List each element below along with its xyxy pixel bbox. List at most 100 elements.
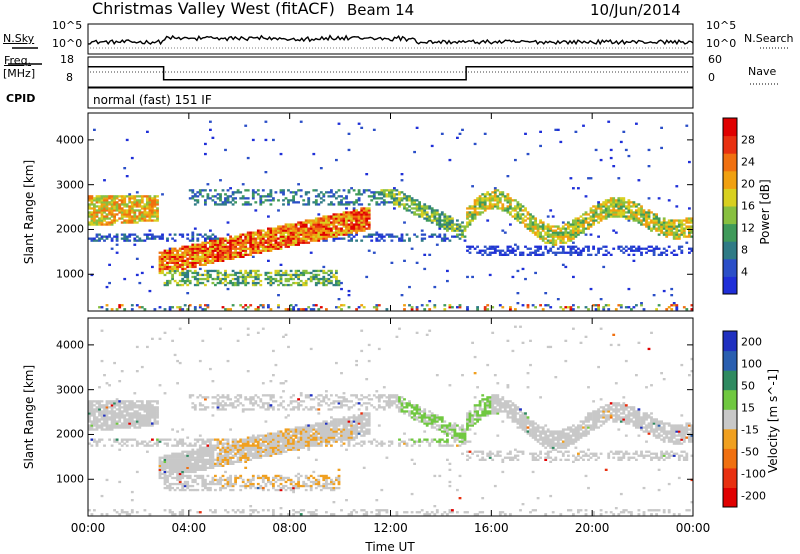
heatmap-cell	[198, 452, 202, 455]
heatmap-cell	[193, 283, 197, 287]
heatmap-cell	[251, 446, 255, 449]
heatmap-cell	[267, 478, 270, 482]
heatmap-cell	[332, 233, 336, 236]
heatmap-cell	[231, 406, 235, 409]
heatmap-cell	[140, 422, 144, 425]
heatmap-cell	[572, 223, 575, 226]
heatmap-cell	[579, 229, 583, 232]
heatmap-cell	[680, 229, 684, 232]
heatmap-cell	[204, 245, 207, 248]
heatmap-cell	[440, 223, 444, 226]
heatmap-cell	[284, 408, 288, 411]
heatmap-cell	[551, 215, 555, 218]
heatmap-cell	[617, 203, 621, 206]
heatmap-cell	[254, 509, 258, 512]
heatmap-cell	[128, 217, 132, 220]
heatmap-cell	[267, 239, 270, 242]
heatmap-cell	[181, 428, 185, 431]
heatmap-cell	[584, 245, 588, 248]
heatmap-cell	[181, 440, 185, 443]
heatmap-cell	[188, 464, 192, 467]
heatmap-cell	[294, 239, 298, 242]
heatmap-cell	[201, 474, 205, 478]
heatmap-cell	[322, 277, 326, 281]
heatmap-cell	[282, 450, 285, 453]
heatmap-cell	[264, 440, 268, 443]
heatmap-cell	[279, 281, 283, 285]
heatmap-cell	[269, 434, 273, 437]
heatmap-cell	[544, 233, 548, 236]
heatmap-cell	[352, 201, 356, 204]
heatmap-cell	[88, 414, 91, 417]
heatmap-cell	[168, 456, 172, 459]
heatmap-cell	[206, 253, 210, 256]
heatmap-cell	[183, 470, 187, 474]
heatmap-cell	[201, 466, 205, 469]
heatmap-cell	[403, 195, 406, 198]
heatmap-cell	[133, 221, 137, 224]
heatmap-cell	[277, 271, 280, 275]
heatmap-cell	[123, 277, 127, 281]
heatmap-cell	[498, 207, 502, 210]
heatmap-cell	[622, 199, 626, 202]
heatmap-cell	[302, 269, 306, 273]
heatmap-cell	[395, 193, 399, 196]
heatmap-cell	[287, 414, 290, 417]
heatmap-cell	[599, 205, 603, 208]
heatmap-cell	[325, 225, 328, 228]
heatmap-cell	[226, 359, 230, 363]
heatmap-cell	[241, 446, 245, 449]
heatmap-cell	[685, 221, 689, 224]
heatmap-cell	[546, 239, 550, 242]
heatmap-cell	[279, 277, 283, 281]
heatmap-cell	[211, 237, 215, 240]
heatmap-cell	[282, 203, 285, 206]
heatmap-cell	[166, 283, 169, 287]
heatmap-cell	[188, 239, 192, 242]
heatmap-cell	[221, 458, 225, 461]
heatmap-cell	[534, 221, 537, 224]
heatmap-cell	[176, 478, 179, 482]
heatmap-cell	[214, 239, 217, 242]
heatmap-cell	[531, 223, 535, 226]
heatmap-cell	[103, 219, 106, 222]
heatmap-cell	[274, 474, 278, 478]
heatmap-cell	[246, 327, 250, 330]
heatmap-cell	[307, 231, 311, 234]
heatmap-cell	[582, 225, 585, 228]
heatmap-cell	[236, 283, 240, 287]
heatmap-cell	[153, 442, 157, 445]
heatmap-cell	[567, 221, 570, 224]
heatmap-cell	[226, 195, 230, 198]
heatmap-cell	[93, 440, 96, 443]
heatmap-cell	[186, 251, 190, 254]
heatmap-cell	[355, 211, 358, 214]
heatmap-cell	[123, 404, 127, 407]
heatmap-cell	[335, 306, 338, 309]
heatmap-cell	[264, 249, 268, 252]
heatmap-cell	[244, 454, 248, 457]
heatmap-cell	[551, 233, 555, 236]
heatmap-cell	[120, 199, 124, 202]
heatmap-cell	[224, 271, 227, 275]
heatmap-cell	[584, 219, 588, 222]
heatmap-cell	[377, 197, 381, 200]
heatmap-cell	[330, 233, 333, 236]
heatmap-cell	[201, 195, 205, 198]
heatmap-cell	[481, 249, 485, 252]
heatmap-cell	[231, 456, 235, 459]
heatmap-cell	[307, 241, 311, 244]
heatmap-cell	[362, 229, 366, 232]
heatmap-cell	[166, 239, 169, 242]
heatmap-cell	[226, 394, 230, 397]
heatmap-cell	[269, 432, 273, 435]
heatmap-cell	[151, 233, 154, 236]
heatmap-cell	[209, 460, 212, 463]
heatmap-cell	[630, 213, 633, 216]
heatmap-cell	[188, 253, 192, 256]
heatmap-cell	[372, 197, 376, 200]
heatmap-cell	[130, 195, 134, 198]
heatmap-cell	[319, 233, 323, 236]
heatmap-cell	[514, 253, 517, 256]
heatmap-cell	[670, 308, 674, 311]
